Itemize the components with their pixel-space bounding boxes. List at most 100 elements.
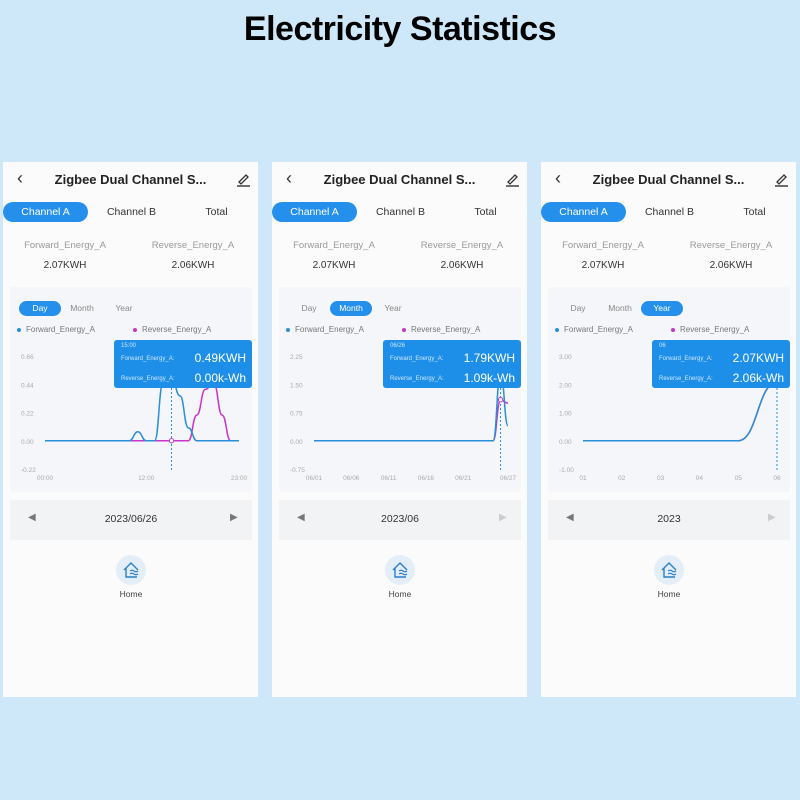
tab-total[interactable]: Total <box>743 206 766 218</box>
y-tick-label: 0.44 <box>21 382 34 389</box>
tooltip-forward-label: Forward_Energy_A: <box>121 356 175 362</box>
x-tick-label: 03 <box>657 475 665 482</box>
legend-dot <box>17 327 21 332</box>
series-line-forward <box>314 372 509 442</box>
tab-channel-b[interactable]: Channel B <box>375 206 426 218</box>
home-icon[interactable] <box>116 555 146 585</box>
tab-total[interactable]: Total <box>474 206 497 218</box>
period-tab-year[interactable]: Year <box>384 303 402 313</box>
chart-tooltip: 15:00 Forward_Energy_A: 0.49KWH Reverse_Ene… <box>114 340 252 388</box>
stat-value: 2.07KWH <box>43 260 87 271</box>
y-tick-label: -0.75 <box>290 467 305 474</box>
x-tick-label: 00:00 <box>37 475 54 482</box>
prev-date-button[interactable]: ◀ <box>297 512 305 523</box>
legend-label: Reverse_Energy_A <box>142 325 212 334</box>
energy-chart: 3.00 2.00 1.00 0.00 -1.00 01 02 03 04 05 06 <box>559 354 781 482</box>
device-title: Zigbee Dual Channel S... <box>54 172 207 187</box>
legend-item: Reverse_Energy_A <box>402 325 480 334</box>
tooltip-forward-label: Forward_Energy_A: <box>390 356 444 362</box>
period-tab-month[interactable]: Month <box>608 303 632 313</box>
chart-tooltip: 06/26 Forward_Energy_A: 1.79KWH Reverse_Ene… <box>383 340 521 388</box>
period-tab-month[interactable]: Month <box>70 303 94 313</box>
series-line-reverse <box>45 382 239 442</box>
period-tab-day[interactable]: Day <box>301 303 317 313</box>
stat-label: Reverse_Energy_A <box>689 240 773 251</box>
edit-icon[interactable] <box>235 171 251 187</box>
tab-channel-a[interactable]: Channel A <box>541 202 626 222</box>
stat-value: 2.06KWH <box>440 260 484 271</box>
period-tab-day[interactable]: Day <box>19 301 61 316</box>
tab-channel-a[interactable]: Channel A <box>272 202 357 222</box>
edit-icon[interactable] <box>773 171 789 187</box>
y-tick-label: 0.66 <box>21 354 34 361</box>
phone-screen: ‹ Zigbee Dual Channel S... Channel A Channe… <box>272 162 527 697</box>
next-date-button[interactable]: ▶ <box>499 512 507 523</box>
device-title: Zigbee Dual Channel S... <box>323 172 476 187</box>
home-icon[interactable] <box>385 555 415 585</box>
back-button[interactable]: ‹ <box>286 168 292 188</box>
period-tab-month[interactable]: Month <box>330 301 372 316</box>
tooltip-time: 06/26 <box>390 343 406 349</box>
x-tick-label: 01 <box>579 475 587 482</box>
period-tab-year[interactable]: Year <box>115 303 133 313</box>
tooltip-reverse-label: Reverse_Energy_A: <box>121 376 175 382</box>
phone-screen: ‹ Zigbee Dual Channel S... Channel A Channe… <box>541 162 796 697</box>
home-label[interactable]: Home <box>657 589 681 599</box>
back-button[interactable]: ‹ <box>555 168 561 188</box>
y-tick-label: 2.25 <box>290 354 303 361</box>
period-tab-year[interactable]: Year <box>641 301 683 316</box>
y-tick-label: -0.22 <box>21 467 36 474</box>
tooltip-reverse-value: 2.06k-Wh <box>732 371 784 385</box>
tooltip-forward-value: 0.49KWH <box>194 351 246 365</box>
tooltip-reverse-value: 0.00k-Wh <box>194 371 246 385</box>
x-tick-label: 06/16 <box>418 475 435 482</box>
legend-dot <box>286 327 290 332</box>
legend-item: Reverse_Energy_A <box>133 325 211 334</box>
legend-item: Forward_Energy_A <box>555 325 633 334</box>
tab-channel-b[interactable]: Channel B <box>644 206 695 218</box>
y-tick-label: 1.50 <box>290 382 303 389</box>
y-tick-label: -1.00 <box>559 467 574 474</box>
stat-label: Forward_Energy_A <box>293 240 375 251</box>
back-button[interactable]: ‹ <box>17 168 23 188</box>
series-line-forward <box>583 381 778 442</box>
tab-channel-a[interactable]: Channel A <box>3 202 88 222</box>
x-tick-label: 06/27 <box>500 475 517 482</box>
x-tick-label: 05 <box>735 475 743 482</box>
home-label[interactable]: Home <box>119 589 143 599</box>
x-tick-label: 06/21 <box>455 475 472 482</box>
current-date: 2023/06 <box>381 513 419 525</box>
prev-date-button[interactable]: ◀ <box>28 512 36 523</box>
legend-label: Forward_Energy_A <box>295 325 364 334</box>
legend-label: Reverse_Energy_A <box>680 325 750 334</box>
date-navigator: ◀ 2023 ▶ <box>548 500 790 540</box>
y-tick-label: 0.00 <box>21 439 34 446</box>
stat-label: Forward_Energy_A <box>562 240 644 251</box>
y-tick-label: 0.00 <box>290 439 303 446</box>
stat-label: Reverse_Energy_A <box>151 240 235 251</box>
tab-channel-b[interactable]: Channel B <box>106 206 157 218</box>
next-date-button[interactable]: ▶ <box>768 512 776 523</box>
phone-screen: ‹ Zigbee Dual Channel S... Channel A Channe… <box>3 162 258 697</box>
legend-label: Forward_Energy_A <box>564 325 633 334</box>
tooltip-forward-label: Forward_Energy_A: <box>659 356 713 362</box>
home-label[interactable]: Home <box>388 589 412 599</box>
stat-label: Forward_Energy_A <box>24 240 106 251</box>
edit-icon[interactable] <box>504 171 520 187</box>
tooltip-time: 06 <box>659 343 666 349</box>
tab-total[interactable]: Total <box>205 206 228 218</box>
chart-card <box>279 287 521 492</box>
period-tab-day[interactable]: Day <box>570 303 586 313</box>
x-tick-label: 04 <box>696 475 704 482</box>
next-date-button[interactable]: ▶ <box>230 512 238 523</box>
x-tick-label: 12:00 <box>138 475 155 482</box>
current-date: 2023/06/26 <box>104 513 158 525</box>
x-tick-label: 06/11 <box>381 475 397 482</box>
prev-date-button[interactable]: ◀ <box>566 512 574 523</box>
series-line-reverse <box>314 398 509 442</box>
home-icon[interactable] <box>654 555 684 585</box>
tooltip-time: 15:00 <box>121 343 137 349</box>
y-tick-label: 3.00 <box>559 354 572 361</box>
y-tick-label: 0.22 <box>21 411 34 418</box>
